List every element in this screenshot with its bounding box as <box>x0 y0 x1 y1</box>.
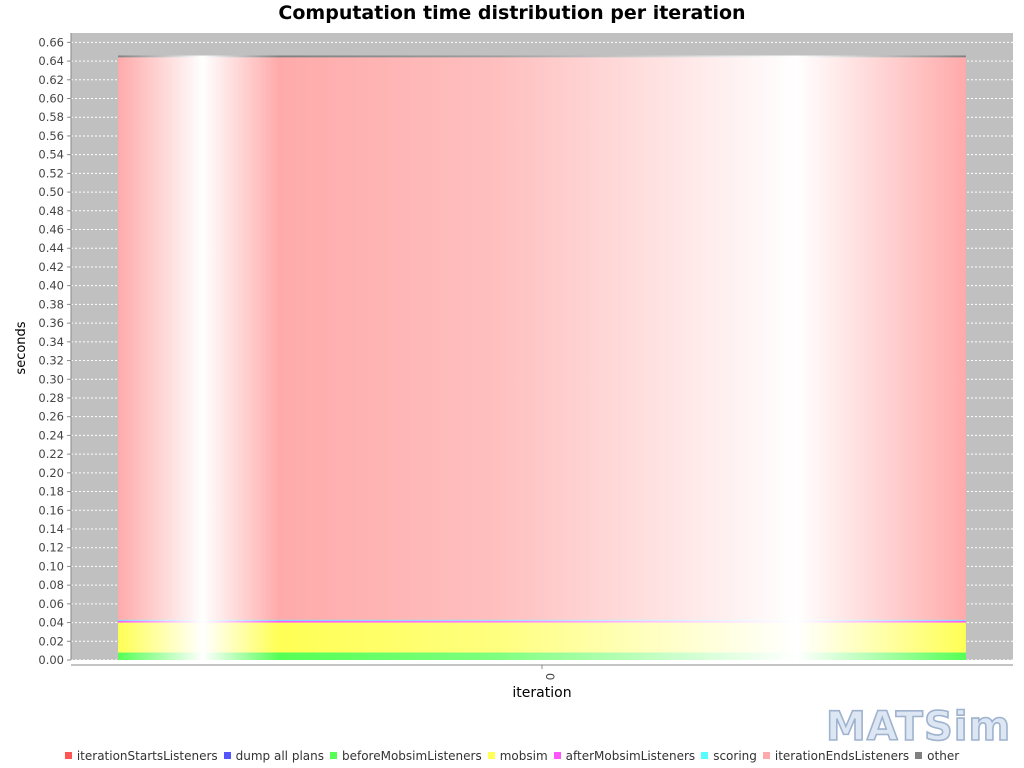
legend-swatch <box>762 752 770 759</box>
y-tick-label: 0.06 <box>38 597 64 611</box>
y-tick-label: 0.30 <box>38 372 64 386</box>
legend-swatch <box>487 752 495 759</box>
stacked-bar-chart: 0.00 0.02 0.04 0.06 0.08 0.10 0.12 0.14 0.16 0.18… <box>14 33 1013 701</box>
legend-label: scoring <box>713 749 757 763</box>
y-tick-label: 0.16 <box>38 503 64 517</box>
y-tick-label: 0.36 <box>38 316 64 330</box>
legend-swatch <box>915 752 923 759</box>
y-tick-label: 0.38 <box>38 297 64 311</box>
legend-label: mobsim <box>499 749 548 763</box>
legend-label: iterationEndsListeners <box>774 749 910 763</box>
x-axis-label: iteration <box>512 685 571 701</box>
legend-swatch <box>553 752 561 759</box>
y-tick-label: 0.04 <box>38 616 64 630</box>
legend-label: afterMobsimListeners <box>565 749 696 763</box>
y-tick-label: 0.10 <box>38 559 64 573</box>
legend-label: other <box>927 749 960 763</box>
matsim-logo: MATSim <box>825 703 1012 751</box>
y-axis: 0.00 0.02 0.04 0.06 0.08 0.10 0.12 0.14 0.16 0.18… <box>38 33 72 667</box>
y-tick-label: 0.60 <box>38 92 64 106</box>
x-tick-label: 0 <box>543 673 557 680</box>
y-tick-label: 0.08 <box>38 578 64 592</box>
y-tick-label: 0.40 <box>38 279 64 293</box>
y-tick-label: 0.44 <box>38 241 64 255</box>
legend-item: afterMobsimListeners <box>553 749 696 763</box>
legend-item: other <box>915 749 959 763</box>
y-tick-label: 0.32 <box>38 354 64 368</box>
y-tick-label: 0.02 <box>38 634 64 648</box>
legend-swatch <box>64 752 72 759</box>
legend-item: dump all plans <box>223 749 324 763</box>
y-tick-label: 0.18 <box>38 485 64 499</box>
y-tick-label: 0.48 <box>38 204 64 218</box>
legend-label: iterationStartsListeners <box>76 749 218 763</box>
y-tick-label: 0.56 <box>38 129 64 143</box>
x-axis: 0 <box>71 664 1013 680</box>
legend-item: scoring <box>701 749 757 763</box>
bar-gloss <box>118 55 966 660</box>
y-tick-label: 0.00 <box>38 653 64 667</box>
legend-label: beforeMobsimListeners <box>341 749 482 763</box>
y-tick-label: 0.24 <box>38 428 64 442</box>
legend: iterationStartsListeners dump all plans be… <box>0 749 1024 763</box>
legend-swatch <box>329 752 337 759</box>
y-tick-label: 0.62 <box>38 73 64 87</box>
y-tick-label: 0.28 <box>38 391 64 405</box>
y-axis-label: seconds <box>14 321 29 374</box>
legend-item: iterationEndsListeners <box>762 749 910 763</box>
y-tick-label: 0.26 <box>38 410 64 424</box>
y-tick-label: 0.42 <box>38 260 64 274</box>
legend-item: iterationStartsListeners <box>64 749 218 763</box>
y-tick-label: 0.52 <box>38 166 64 180</box>
chart-title: Computation time distribution per iterat… <box>278 2 746 24</box>
y-tick-label: 0.22 <box>38 447 64 461</box>
bar-segments <box>118 55 966 660</box>
y-tick-label: 0.66 <box>38 35 64 49</box>
y-tick-label: 0.54 <box>38 148 64 162</box>
legend-item: beforeMobsimListeners <box>329 749 482 763</box>
legend-label: dump all plans <box>235 749 324 763</box>
y-tick-label: 0.50 <box>38 185 64 199</box>
y-tick-label: 0.34 <box>38 335 64 349</box>
legend-item: mobsim <box>487 749 548 763</box>
y-tick-label: 0.14 <box>38 522 64 536</box>
legend-swatch <box>701 752 709 759</box>
legend-swatch <box>223 752 231 759</box>
y-tick-label: 0.20 <box>38 466 64 480</box>
y-tick-label: 0.46 <box>38 223 64 237</box>
y-tick-label: 0.12 <box>38 541 64 555</box>
y-tick-label: 0.58 <box>38 110 64 124</box>
y-tick-label: 0.64 <box>38 54 64 68</box>
